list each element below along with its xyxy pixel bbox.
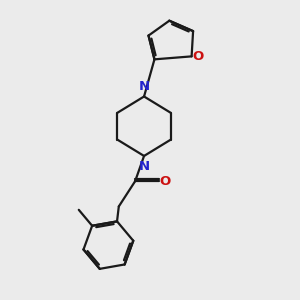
Text: N: N bbox=[139, 80, 150, 93]
Text: O: O bbox=[193, 50, 204, 63]
Text: N: N bbox=[139, 160, 150, 172]
Text: O: O bbox=[160, 175, 171, 188]
